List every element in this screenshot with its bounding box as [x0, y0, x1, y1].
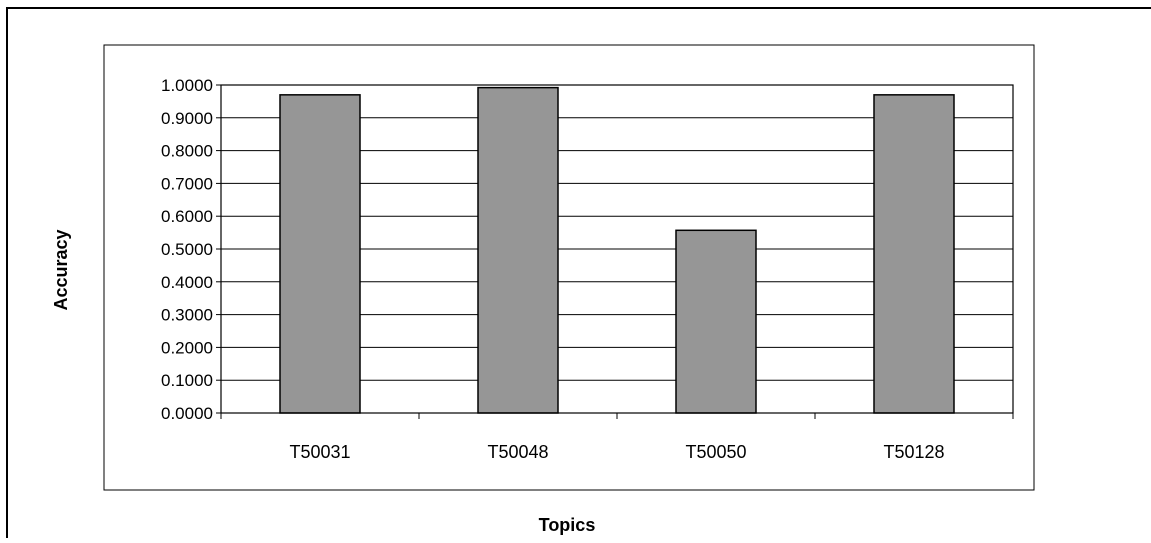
axes — [216, 84, 1014, 419]
y-tick-label: 0.9000 — [161, 109, 213, 128]
y-tick-label: 0.3000 — [161, 306, 213, 325]
y-tick-label: 1.0000 — [161, 76, 213, 95]
y-tick-label: 0.1000 — [161, 371, 213, 390]
y-tick-label: 0.7000 — [161, 174, 213, 193]
y-tick-label: 0.6000 — [161, 207, 213, 226]
x-axis-label: Topics — [539, 515, 596, 535]
y-tick-label: 0.2000 — [161, 338, 213, 357]
y-tick-label: 0.8000 — [161, 142, 213, 161]
x-tick-label: T50128 — [883, 442, 944, 462]
bar-t50031 — [279, 94, 361, 414]
x-tick-label: T50048 — [487, 442, 548, 462]
bar-t50048 — [477, 86, 559, 414]
bars — [279, 86, 955, 414]
y-tick-label: 0.5000 — [161, 240, 213, 259]
y-tick-label: 0.4000 — [161, 273, 213, 292]
bar-t50128 — [873, 94, 955, 414]
y-axis-label: Accuracy — [51, 229, 71, 310]
x-tick-labels: T50031 T50048 T50050 T50128 — [289, 442, 944, 462]
x-tick-label: T50050 — [685, 442, 746, 462]
bar-t50050 — [675, 229, 757, 414]
y-tick-labels: 0.0000 0.1000 0.2000 0.3000 0.4000 0.5000 0.60… — [161, 76, 213, 423]
x-tick-label: T50031 — [289, 442, 350, 462]
y-tick-label: 0.0000 — [161, 404, 213, 423]
